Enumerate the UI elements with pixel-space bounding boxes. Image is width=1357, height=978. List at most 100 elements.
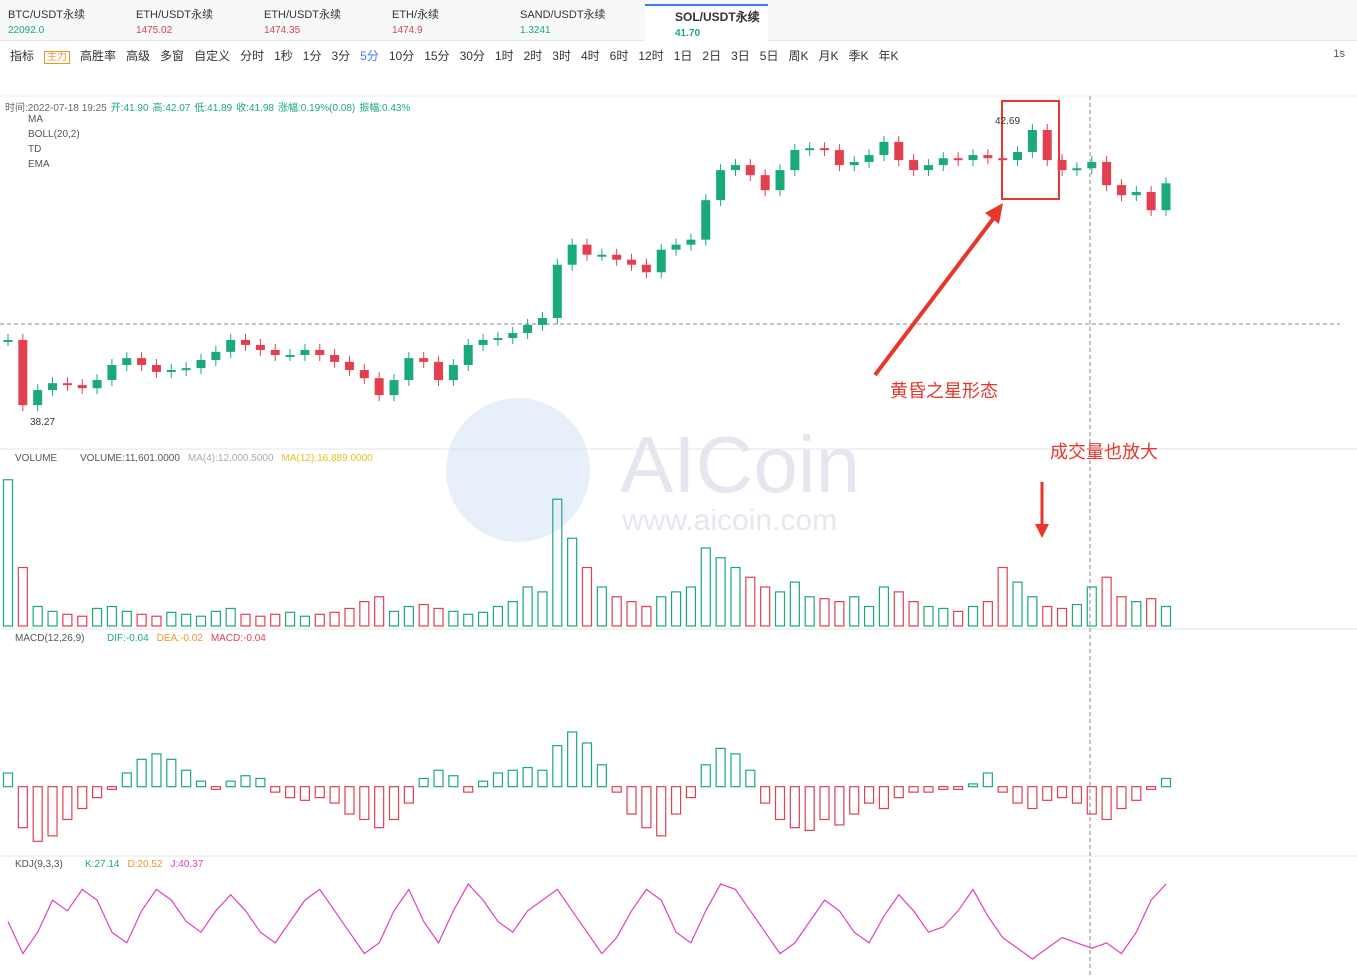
toolbar: 指标 主力 高胜率 高级 多窗 自定义 分时 1秒 1分 3分 5分 10分 15分 30分 1时 2时 3时 4… bbox=[10, 47, 909, 64]
toolbar-item[interactable]: 2时 bbox=[523, 49, 543, 63]
bar bbox=[1160, 605, 1172, 627]
bar bbox=[834, 786, 845, 826]
interval-right[interactable]: 1s bbox=[1333, 48, 1345, 60]
candle bbox=[33, 390, 43, 406]
bar bbox=[611, 786, 622, 793]
tab[interactable]: BTC/USDT永续 22092.0 bbox=[8, 6, 85, 36]
tab-name: ETH/USDT永续 bbox=[264, 9, 341, 21]
candle bbox=[151, 365, 161, 372]
bar bbox=[1012, 581, 1023, 627]
bar bbox=[804, 596, 815, 627]
high-label: 42.69 bbox=[995, 116, 1020, 127]
bar bbox=[760, 586, 771, 627]
bar bbox=[953, 786, 964, 791]
toolbar-item[interactable]: 季K bbox=[848, 49, 869, 63]
tab[interactable]: ETH/永续 1474.9 bbox=[392, 6, 439, 36]
tab[interactable]: ETH/USDT永续 1475.02 bbox=[136, 6, 213, 36]
toolbar-item[interactable]: 1日 bbox=[673, 49, 693, 63]
bar bbox=[967, 605, 979, 627]
bar bbox=[1146, 598, 1157, 627]
annotation: 黄昏之星形态 bbox=[890, 381, 998, 401]
bar bbox=[581, 742, 593, 788]
tab-price: 1.3241 bbox=[520, 25, 551, 36]
candle bbox=[879, 141, 889, 156]
bar bbox=[774, 591, 786, 627]
toolbar-item[interactable]: 2日 bbox=[702, 49, 722, 63]
tab-price: 22092.0 bbox=[8, 25, 45, 36]
indicator[interactable]: BOLL(20,2) bbox=[28, 129, 80, 140]
toolbar-item[interactable]: 6时 bbox=[609, 49, 629, 63]
indicator[interactable]: MA bbox=[28, 114, 43, 125]
toolbar-item[interactable]: 1分 bbox=[302, 49, 322, 63]
bar bbox=[32, 605, 43, 627]
candle bbox=[285, 354, 295, 357]
candle bbox=[374, 378, 384, 396]
candle bbox=[1013, 151, 1023, 161]
bar bbox=[581, 566, 593, 627]
indicator[interactable]: TD bbox=[28, 144, 42, 155]
bar bbox=[284, 786, 296, 799]
tab[interactable]: ETH/USDT永续 1474.35 bbox=[264, 6, 341, 36]
toolbar-item[interactable]: 3分 bbox=[331, 49, 351, 63]
bar bbox=[596, 764, 607, 788]
tab[interactable]: SAND/USDT永续 1.3241 bbox=[520, 6, 606, 36]
candle bbox=[448, 365, 458, 381]
tab[interactable]: SOL/USDT永续 41.70 bbox=[645, 4, 768, 42]
toolbar-item[interactable]: 年K bbox=[878, 49, 899, 63]
candle bbox=[241, 339, 251, 345]
bar bbox=[329, 786, 340, 804]
bar bbox=[537, 769, 548, 788]
bar bbox=[195, 780, 207, 788]
bar bbox=[403, 786, 414, 804]
toolbar-item[interactable]: 周K bbox=[788, 49, 809, 63]
bar bbox=[17, 566, 28, 627]
bar bbox=[537, 591, 548, 627]
candle bbox=[344, 361, 354, 371]
bar bbox=[388, 610, 400, 627]
toolbar-item[interactable]: 高级 bbox=[126, 49, 151, 63]
toolbar-item[interactable]: 3时 bbox=[552, 49, 571, 63]
bar bbox=[477, 780, 489, 788]
pane-title: VOLUME bbox=[15, 453, 58, 464]
bar bbox=[596, 586, 607, 627]
bar bbox=[463, 613, 474, 627]
bar bbox=[166, 758, 177, 788]
candle bbox=[582, 244, 592, 255]
bar bbox=[1056, 607, 1068, 627]
toolbar-item[interactable]: 4时 bbox=[580, 49, 600, 63]
toolbar-item[interactable]: 3日 bbox=[731, 49, 750, 63]
bar bbox=[685, 786, 697, 799]
bar bbox=[730, 753, 741, 788]
candle bbox=[107, 365, 117, 381]
bar bbox=[878, 786, 890, 810]
pane-label: J:40.37 bbox=[171, 859, 204, 870]
toolbar-item[interactable]: 分时 bbox=[240, 49, 265, 63]
toolbar-item[interactable]: 月K bbox=[818, 49, 839, 63]
bar bbox=[997, 566, 1008, 627]
toolbar-item[interactable]: 自定义 bbox=[194, 49, 231, 63]
tab-bar: BTC/USDT永续 22092.0 ETH/USDT永续 1475.02 ETH/US… bbox=[0, 0, 1357, 42]
toolbar-item[interactable]: 多窗 bbox=[160, 49, 185, 63]
toolbar-item[interactable]: 15分 bbox=[424, 49, 450, 63]
candle bbox=[1057, 160, 1067, 171]
toolbar-item[interactable]: 主力 bbox=[44, 51, 71, 64]
toolbar-item[interactable]: 指标 bbox=[10, 49, 35, 63]
bar bbox=[463, 786, 474, 793]
bar bbox=[982, 601, 993, 627]
toolbar-item[interactable]: 1时 bbox=[494, 49, 514, 63]
bar bbox=[210, 786, 221, 791]
candle bbox=[62, 383, 72, 386]
toolbar-item[interactable]: 10分 bbox=[388, 49, 415, 63]
bar bbox=[878, 586, 890, 627]
bar bbox=[552, 498, 563, 627]
toolbar-item[interactable]: 1秒 bbox=[274, 49, 293, 63]
bar bbox=[908, 786, 919, 793]
toolbar-item[interactable]: 30分 bbox=[459, 49, 485, 63]
bar bbox=[700, 764, 711, 788]
toolbar-item[interactable]: 高胜率 bbox=[80, 49, 117, 63]
toolbar-item[interactable]: 5日 bbox=[759, 49, 779, 63]
toolbar-item[interactable]: 5分 bbox=[360, 49, 379, 63]
toolbar-item[interactable]: 12时 bbox=[638, 49, 664, 63]
indicator[interactable]: EMA bbox=[28, 159, 50, 170]
